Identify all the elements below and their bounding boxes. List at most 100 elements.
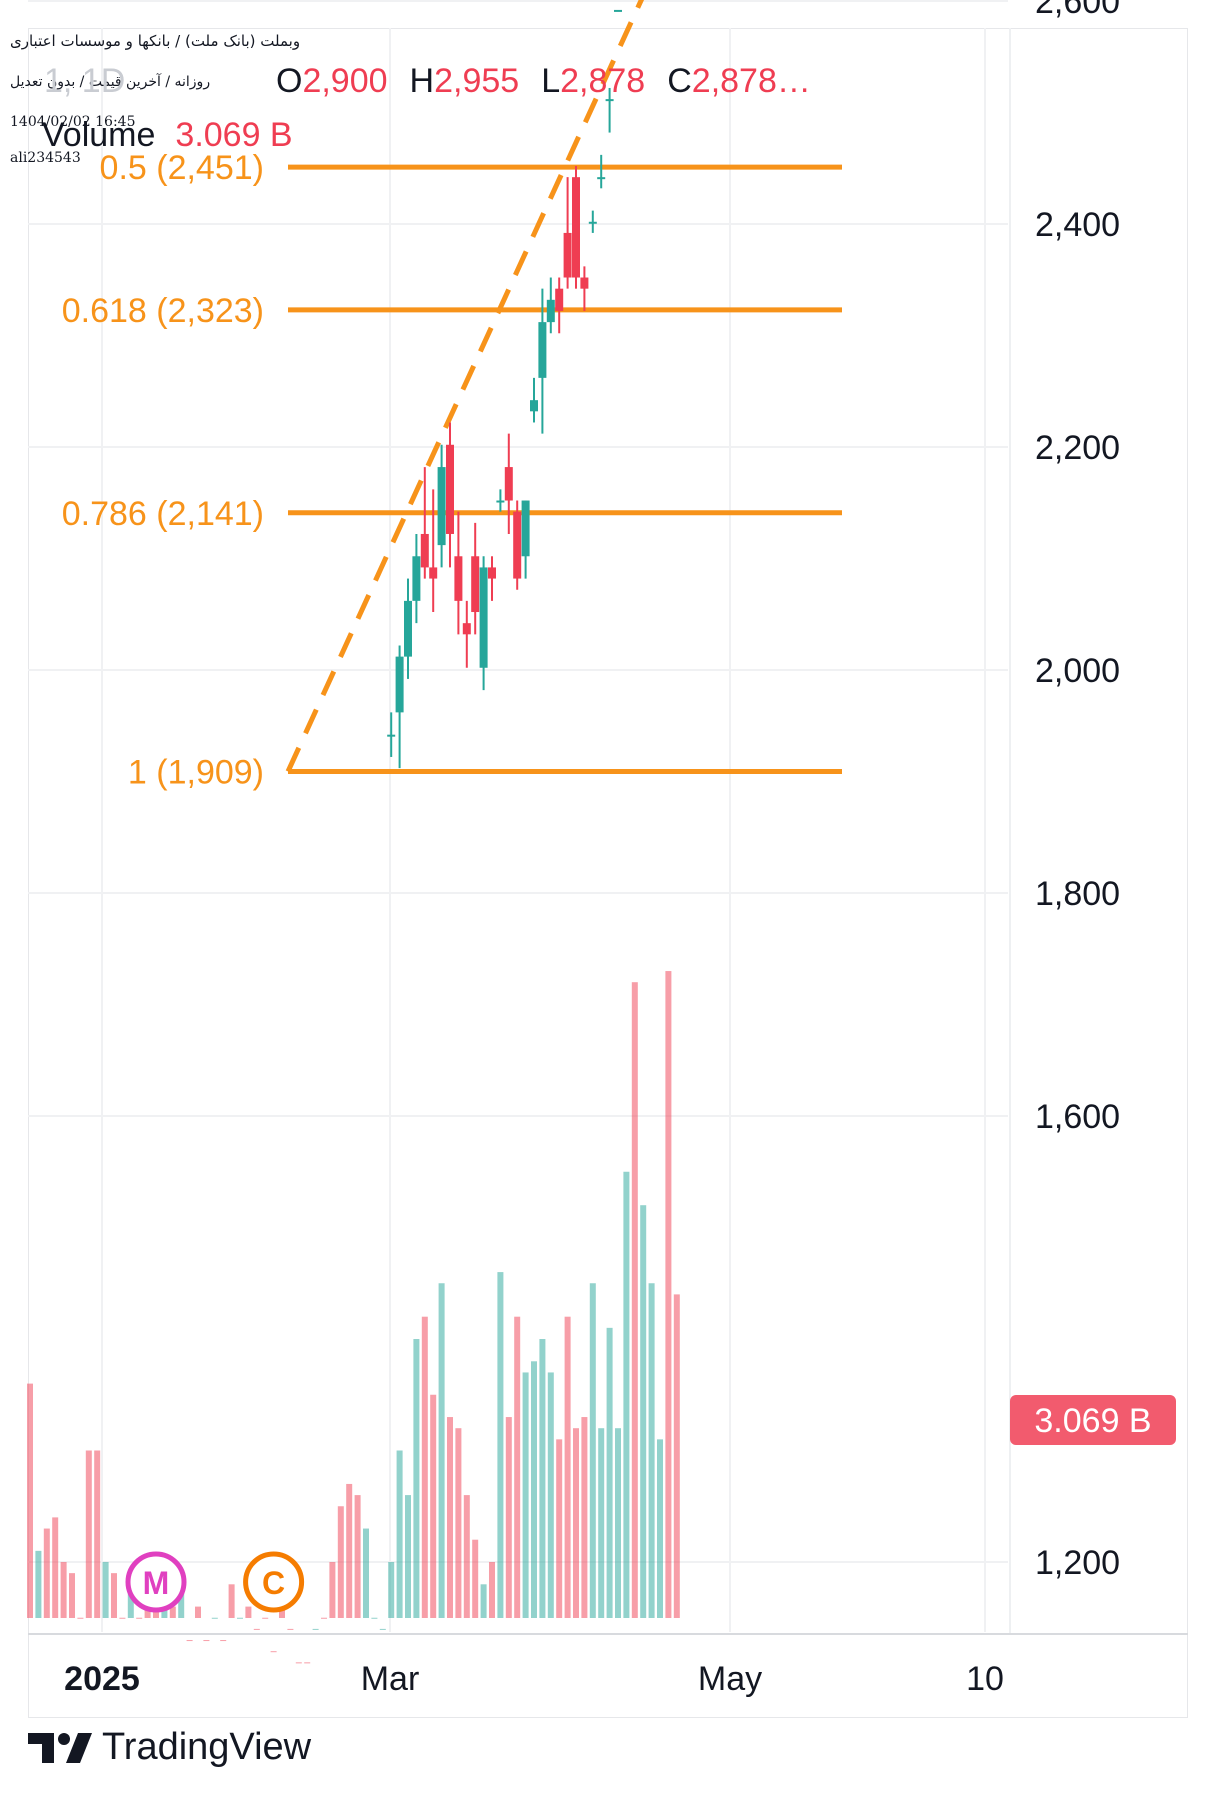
volume-bar <box>421 1316 428 1618</box>
fibonacci-retracement[interactable]: 0 (2,994)0.5 (2,451)0.618 (2,323)0.786 (… <box>62 0 842 791</box>
volume-bar <box>60 1562 67 1618</box>
candle-body <box>546 299 555 323</box>
marker-label: M <box>143 1565 170 1601</box>
volume-bar <box>228 1584 235 1618</box>
volume-bar <box>119 1617 126 1619</box>
price-tick-label: 1,200 <box>1035 1544 1120 1582</box>
candle-body <box>530 400 538 412</box>
close-value: 2,878… <box>691 62 811 100</box>
volume-bars <box>27 971 680 1664</box>
volume-bar <box>346 1483 353 1618</box>
volume-bar <box>52 1517 59 1618</box>
price-tick-label: 2,600 <box>1035 0 1120 21</box>
price-tick-label: 2,200 <box>1035 429 1120 467</box>
volume-bar <box>581 1417 588 1618</box>
volume-bar <box>573 1428 579 1618</box>
candle-body <box>395 656 404 713</box>
volume-bar <box>463 1495 470 1618</box>
volume-bar <box>102 1562 109 1618</box>
volume-bar <box>195 1606 201 1618</box>
volume-bar <box>447 1417 453 1618</box>
candle-body <box>387 734 396 737</box>
price-tick-label: 1,800 <box>1035 875 1120 913</box>
volume-bar <box>589 1283 596 1618</box>
fib-level-label: 0.786 (2,141) <box>62 495 264 533</box>
volume-bar <box>598 1428 605 1618</box>
candle-body <box>479 567 488 668</box>
time-tick-label: May <box>698 1660 762 1698</box>
volume-bar <box>455 1428 462 1618</box>
volume-bar <box>43 1528 50 1618</box>
volume-bar <box>657 1439 663 1618</box>
tradingview-logo[interactable]: TradingView <box>28 1726 311 1769</box>
chart-frame <box>28 28 1188 1718</box>
volume-bar <box>673 1294 680 1618</box>
candle-body <box>446 444 454 534</box>
volume-bar <box>522 1372 529 1618</box>
volume-bar <box>262 1617 269 1619</box>
volume-bar <box>337 1506 344 1618</box>
price-axis[interactable]: 3,8003,6003,4003,2003,0002,8002,6002,400… <box>28 0 1176 1634</box>
volume-bar <box>623 1171 630 1618</box>
candle-body <box>504 467 513 501</box>
volume-bar <box>405 1495 411 1618</box>
volume-bar <box>430 1394 437 1618</box>
volume-bar <box>85 1450 92 1618</box>
volume-bar <box>665 971 672 1618</box>
ohlc-legend: O2,900 H2,955 L2,878 C2,878… <box>276 62 811 101</box>
volume-bar <box>94 1450 101 1618</box>
volume-bar <box>489 1562 495 1618</box>
high-value: 2,955 <box>434 62 520 100</box>
volume-bar <box>640 1205 647 1618</box>
volume-bar <box>295 1662 302 1664</box>
close-label: C <box>667 62 692 100</box>
volume-bar <box>237 1617 243 1619</box>
volume-bar <box>321 1617 327 1619</box>
candle-body <box>597 177 606 180</box>
volume-bar <box>648 1283 655 1618</box>
volume-bar <box>136 1617 143 1619</box>
fib-trend-line <box>285 0 645 773</box>
volume-bar <box>35 1550 42 1618</box>
volume-bar <box>413 1339 420 1618</box>
candle-body <box>580 277 589 289</box>
time-axis[interactable]: 2025 Mar May 10 <box>28 1633 1188 1698</box>
volume-bar <box>472 1539 479 1618</box>
volume-bar <box>514 1316 521 1618</box>
candle-body <box>471 556 480 613</box>
candle-body <box>555 288 564 311</box>
volume-bar <box>396 1450 403 1618</box>
volume-bar <box>480 1584 487 1618</box>
high-label: H <box>409 62 435 100</box>
fib-level-label: 1 (1,909) <box>128 753 264 791</box>
volume-bar <box>606 1327 613 1618</box>
volume-legend: Volume 3.069 B <box>42 116 293 155</box>
volume-bar <box>312 1628 319 1630</box>
volume-bar <box>253 1628 260 1630</box>
candle-body <box>429 567 438 579</box>
volume-tag-label: 3.069 B <box>1034 1402 1151 1440</box>
price-tick-label: 1,600 <box>1035 1098 1120 1136</box>
marker-label: C <box>262 1565 285 1601</box>
candle-body <box>496 500 505 503</box>
volume-bar <box>379 1628 386 1630</box>
price-tick-label: 2,400 <box>1035 206 1120 244</box>
candle-body <box>454 556 463 601</box>
volume-bar <box>388 1562 395 1618</box>
volume-bar <box>211 1617 218 1619</box>
volume-bar <box>354 1495 361 1618</box>
username: ali234543 <box>10 150 81 166</box>
low-value: 2,878 <box>560 62 646 100</box>
candlesticks <box>387 9 622 769</box>
time-tick-label: 10 <box>966 1660 1004 1698</box>
grid-lines <box>28 0 1008 1632</box>
candle-body <box>488 567 496 579</box>
candle-body <box>588 221 597 224</box>
volume-bar <box>77 1617 84 1619</box>
volume-bar <box>564 1316 571 1618</box>
timeframe-ghost-label: 1, 1D <box>44 62 126 100</box>
price-tick-label: 2,000 <box>1035 652 1120 690</box>
candle-body <box>538 322 547 378</box>
